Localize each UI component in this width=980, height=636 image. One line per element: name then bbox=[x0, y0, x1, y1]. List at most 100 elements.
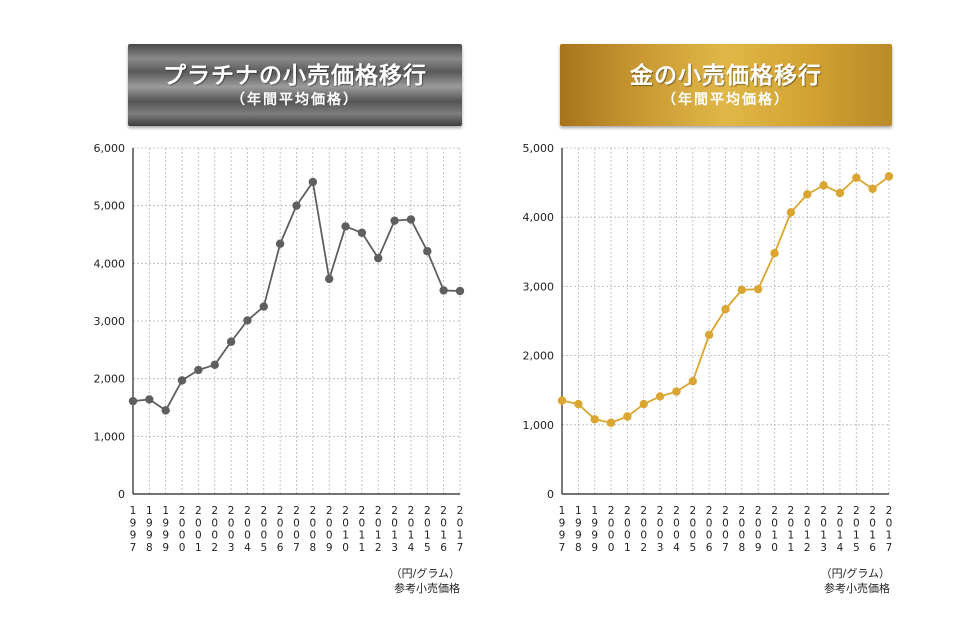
gold-chart: 0 1,000 2,000 3,000 4,000 5,000 1 9 9 7 1 9 9 8 1 9 9 9 2 0… bbox=[523, 142, 894, 554]
platinum-data-point bbox=[423, 247, 432, 256]
gold-data-point bbox=[868, 184, 877, 194]
platinum-chart-subtitle: （年間平均価格） bbox=[231, 92, 359, 108]
gold-data-point bbox=[590, 415, 599, 424]
platinum-data-point bbox=[325, 274, 334, 284]
platinum-source-label: 参考小売価格 bbox=[394, 582, 460, 595]
gold-data-point bbox=[623, 412, 632, 421]
platinum-data-point bbox=[308, 177, 318, 187]
platinum-unit-label: （円/グラム） bbox=[390, 567, 460, 580]
platinum-data-point bbox=[226, 337, 236, 346]
platinum-data-point bbox=[243, 316, 252, 325]
platinum-data-point bbox=[357, 228, 367, 237]
gold-y-tick-label: 3,000 bbox=[523, 280, 555, 293]
gold-data-point bbox=[704, 330, 714, 340]
platinum-y-tick-label: 6,000 bbox=[94, 142, 126, 155]
gold-data-point bbox=[672, 387, 681, 396]
platinum-unit-block: （円/グラム） 参考小売価格 bbox=[330, 566, 460, 596]
gold-y-tick-label: 0 bbox=[547, 488, 554, 501]
platinum-data-point bbox=[275, 239, 285, 248]
platinum-data-point bbox=[439, 286, 448, 295]
gold-data-point bbox=[639, 399, 648, 409]
platinum-chart-title: プラチナの小売価格移行 bbox=[163, 63, 427, 89]
platinum-y-tick-label: 4,000 bbox=[94, 257, 126, 270]
platinum-data-point bbox=[292, 201, 301, 210]
gold-unit-block: （円/グラム） 参考小売価格 bbox=[760, 566, 890, 596]
gold-unit-label: （円/グラム） bbox=[820, 567, 890, 580]
gold-data-point bbox=[606, 418, 616, 427]
gold-data-point bbox=[852, 173, 861, 182]
gold-data-point bbox=[819, 181, 828, 190]
platinum-data-point bbox=[128, 396, 138, 406]
platinum-data-point bbox=[455, 286, 465, 296]
gold-data-point bbox=[803, 190, 812, 199]
gold-data-point bbox=[754, 284, 763, 294]
gold-data-point bbox=[721, 305, 730, 314]
platinum-y-tick-label: 3,000 bbox=[94, 315, 126, 328]
gold-title-banner: 金の小売価格移行 （年間平均価格） bbox=[560, 44, 892, 126]
gold-source-label: 参考小売価格 bbox=[824, 582, 890, 595]
platinum-y-tick-label: 1,000 bbox=[94, 430, 126, 443]
gold-y-tick-label: 4,000 bbox=[523, 211, 555, 224]
platinum-y-tick-label: 5,000 bbox=[94, 200, 126, 213]
gold-data-point bbox=[884, 172, 894, 181]
platinum-data-point bbox=[341, 222, 350, 231]
platinum-data-point bbox=[161, 406, 170, 415]
platinum-data-point bbox=[210, 360, 219, 370]
gold-data-point bbox=[574, 399, 583, 409]
platinum-chart: 0 1,000 2,000 3,000 4,000 5,000 6,000 1 9 9 7 1 9 9 8 1… bbox=[94, 142, 465, 554]
gold-data-point bbox=[786, 208, 796, 217]
gold-y-tick-label: 5,000 bbox=[523, 142, 555, 155]
platinum-data-point bbox=[390, 216, 399, 225]
platinum-data-point bbox=[406, 215, 416, 224]
gold-data-point bbox=[655, 392, 665, 401]
platinum-data-point bbox=[194, 365, 203, 375]
platinum-data-point bbox=[259, 302, 268, 311]
gold-chart-title: 金の小売価格移行 bbox=[630, 63, 822, 89]
platinum-data-point bbox=[177, 376, 187, 385]
gold-y-tick-label: 2,000 bbox=[523, 350, 555, 363]
gold-data-point bbox=[688, 377, 697, 386]
gold-y-tick-label: 1,000 bbox=[523, 419, 555, 432]
gold-data-point bbox=[737, 285, 747, 295]
platinum-data-point bbox=[374, 253, 383, 263]
platinum-y-tick-label: 0 bbox=[118, 488, 125, 501]
platinum-title-banner: プラチナの小売価格移行 （年間平均価格） bbox=[128, 44, 462, 126]
